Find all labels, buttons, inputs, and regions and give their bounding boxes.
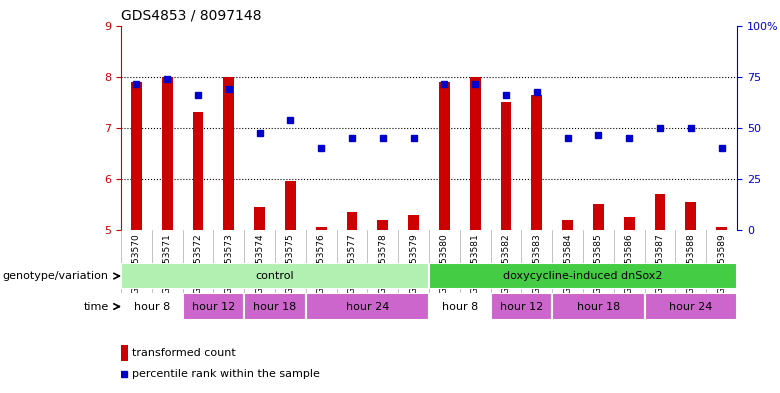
Bar	[531, 94, 542, 230]
Text: GSM1053576: GSM1053576	[317, 233, 326, 294]
Bar	[552, 293, 644, 320]
Bar	[501, 102, 512, 230]
Text: GDS4853 / 8097148: GDS4853 / 8097148	[121, 9, 261, 23]
Text: hour 12: hour 12	[500, 301, 543, 312]
Text: GSM1053583: GSM1053583	[532, 233, 541, 294]
Bar	[491, 293, 552, 320]
Text: hour 18: hour 18	[577, 301, 620, 312]
Text: GSM1053579: GSM1053579	[409, 233, 418, 294]
Bar	[285, 181, 296, 230]
Text: GSM1053570: GSM1053570	[132, 233, 141, 294]
Text: GSM1053587: GSM1053587	[655, 233, 665, 294]
Text: GSM1053575: GSM1053575	[285, 233, 295, 294]
Bar	[470, 77, 480, 230]
Text: GSM1053580: GSM1053580	[440, 233, 449, 294]
Text: hour 8: hour 8	[133, 301, 170, 312]
Text: time: time	[83, 301, 108, 312]
Bar	[254, 207, 265, 230]
Bar	[161, 77, 172, 230]
Bar	[654, 194, 665, 230]
Bar	[644, 293, 737, 320]
Bar	[716, 227, 727, 230]
Text: GSM1053571: GSM1053571	[162, 233, 172, 294]
Text: GSM1053577: GSM1053577	[347, 233, 356, 294]
Text: GSM1053573: GSM1053573	[224, 233, 233, 294]
Text: GSM1053584: GSM1053584	[563, 233, 573, 294]
Bar	[223, 77, 234, 230]
Text: hour 24: hour 24	[669, 301, 713, 312]
Text: GSM1053586: GSM1053586	[625, 233, 634, 294]
Bar	[183, 293, 244, 320]
Bar	[562, 220, 573, 230]
Text: GSM1053589: GSM1053589	[717, 233, 726, 294]
Text: GSM1053574: GSM1053574	[255, 233, 264, 294]
Text: doxycycline-induced dnSox2: doxycycline-induced dnSox2	[503, 271, 663, 281]
Text: GSM1053578: GSM1053578	[378, 233, 388, 294]
Text: GSM1053572: GSM1053572	[193, 233, 203, 294]
Text: percentile rank within the sample: percentile rank within the sample	[132, 369, 320, 379]
Text: GSM1053588: GSM1053588	[686, 233, 696, 294]
Text: hour 24: hour 24	[346, 301, 389, 312]
Bar	[346, 212, 357, 230]
Text: control: control	[256, 271, 294, 281]
Bar	[306, 293, 429, 320]
Bar	[408, 215, 419, 230]
Bar	[121, 293, 183, 320]
Text: GSM1053582: GSM1053582	[502, 233, 511, 294]
Bar	[686, 202, 697, 230]
Text: GSM1053585: GSM1053585	[594, 233, 603, 294]
Bar	[193, 112, 204, 230]
Text: GSM1053581: GSM1053581	[470, 233, 480, 294]
Text: hour 18: hour 18	[254, 301, 296, 312]
Text: hour 8: hour 8	[441, 301, 478, 312]
Bar	[378, 220, 388, 230]
Bar	[131, 82, 142, 230]
Bar	[624, 217, 635, 230]
Bar	[121, 263, 429, 289]
Bar	[593, 204, 604, 230]
Bar	[316, 227, 327, 230]
Bar	[429, 293, 491, 320]
Bar	[429, 263, 737, 289]
Bar	[244, 293, 306, 320]
Text: transformed count: transformed count	[132, 348, 236, 358]
Text: genotype/variation: genotype/variation	[2, 271, 108, 281]
Text: hour 12: hour 12	[192, 301, 235, 312]
Bar	[439, 82, 450, 230]
Bar	[121, 345, 128, 362]
